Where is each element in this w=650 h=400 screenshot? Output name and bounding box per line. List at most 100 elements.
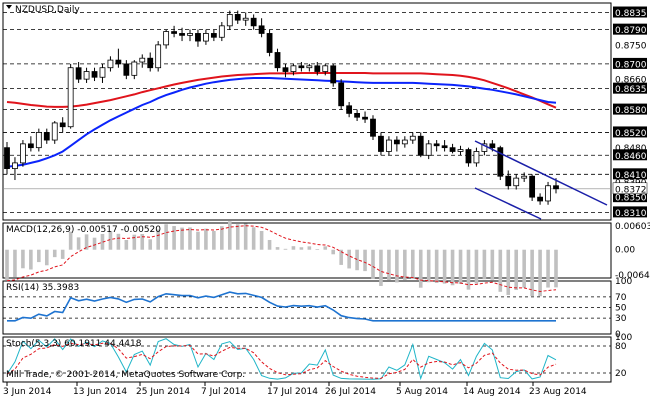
macd-histogram-bar (148, 239, 153, 250)
price-label-bg (613, 103, 647, 115)
macd-histogram-bar (379, 249, 383, 286)
candle (274, 48, 281, 72)
candle (314, 62, 321, 76)
candle (83, 67, 90, 83)
stoch-main-line (6, 338, 557, 381)
macd-histogram-bar (196, 231, 200, 250)
macd-histogram-bar (530, 249, 534, 297)
candle (115, 48, 122, 68)
candle-body (545, 185, 551, 202)
macd-histogram-bar (275, 247, 280, 250)
candle (393, 136, 400, 152)
price-axis-label: 0.8700 (615, 60, 647, 70)
candle-body (83, 71, 90, 80)
macd-histogram-bar (442, 249, 447, 284)
candle-body (147, 57, 154, 69)
macd-histogram-bar (220, 226, 224, 250)
candle-body (489, 143, 496, 149)
candle-body (242, 17, 249, 21)
candle-body (401, 139, 408, 145)
candle (465, 147, 472, 167)
candle-body (35, 132, 42, 149)
candle (131, 60, 138, 80)
candle-body (179, 33, 185, 36)
candle-body (433, 143, 440, 147)
candle-body (282, 67, 289, 72)
candle (163, 29, 170, 49)
macd-histogram-bar (307, 246, 312, 250)
candle-body (370, 118, 376, 137)
candle (282, 63, 289, 78)
candle (441, 140, 448, 152)
macd-histogram-bar (132, 234, 137, 250)
candle (20, 140, 26, 167)
price-axis-label: 0.8580 (615, 106, 647, 116)
macd-histogram-bar (371, 249, 375, 279)
macd-histogram-bar (339, 249, 343, 265)
x-axis-label: 25 Jun 2014 (136, 387, 190, 397)
candle (195, 29, 201, 47)
candle (210, 29, 217, 42)
macd-histogram-bar (29, 249, 33, 270)
macd-histogram-bar (403, 249, 407, 281)
candle-body (497, 147, 504, 177)
price-label-bg (613, 57, 647, 69)
macd-histogram-bar (124, 239, 129, 250)
candle (203, 29, 209, 45)
macd-histogram-bar (482, 249, 487, 280)
candle-body (473, 151, 480, 164)
price-axis-label: 0.8660 (615, 76, 647, 86)
candle-body (218, 25, 225, 38)
stoch-signal-line (6, 342, 557, 379)
candle-body (521, 175, 528, 179)
candle-body (123, 63, 130, 76)
macd-histogram-bar (21, 249, 25, 269)
candle (370, 115, 376, 141)
macd-histogram-bar (347, 249, 351, 269)
macd-histogram-bar (227, 221, 232, 250)
candle-body (226, 14, 233, 27)
macd-axis-label: 0.00603 (615, 222, 650, 232)
candle (226, 10, 233, 30)
macd-histogram-bar (331, 249, 336, 255)
candle (290, 63, 297, 76)
candle (513, 174, 520, 190)
candle (107, 56, 114, 72)
candle-body (171, 31, 177, 34)
candle-body (107, 59, 114, 69)
candle (401, 136, 408, 148)
candle (75, 62, 82, 83)
candle (497, 145, 504, 181)
x-axis-label: 3 Jun 2014 (3, 387, 52, 397)
candle (179, 27, 185, 42)
candle-body (330, 65, 337, 84)
candle (521, 172, 528, 182)
candle-body (234, 14, 241, 21)
pane-main (2, 2, 612, 221)
macd-histogram-bar (108, 231, 113, 250)
macd-histogram-bar (323, 246, 328, 250)
candle-body (75, 67, 82, 80)
candle (457, 145, 464, 156)
candle (250, 14, 257, 30)
candle-body (51, 122, 58, 141)
stoch-axis-label: 100 (615, 333, 632, 343)
macd-histogram-bar (100, 233, 105, 250)
pane-stoch (2, 336, 612, 383)
macd-histogram-bar (395, 249, 399, 283)
macd-histogram-bar (44, 249, 49, 266)
candle-body (393, 139, 400, 145)
price-axis-label: 0.8520 (615, 129, 647, 139)
macd-histogram-bar (410, 249, 415, 279)
ma-fast-line (6, 77, 557, 168)
rsi-axis-label: 100 (615, 277, 632, 287)
candle (147, 52, 154, 72)
copyright-text: MIll Trade, © 2001-2014, MetaQuotes Soft… (6, 370, 245, 380)
macd-histogram-bar (355, 249, 359, 271)
stoch-title: Stoch(5,3,3) 60.1911 44.4418 (6, 339, 142, 349)
candle-body (43, 132, 50, 141)
x-axis-label: 17 Jul 2014 (267, 387, 318, 397)
macd-histogram-bar (315, 249, 320, 250)
price-axis-label: 0.8835 (615, 9, 647, 19)
candle (187, 29, 193, 42)
